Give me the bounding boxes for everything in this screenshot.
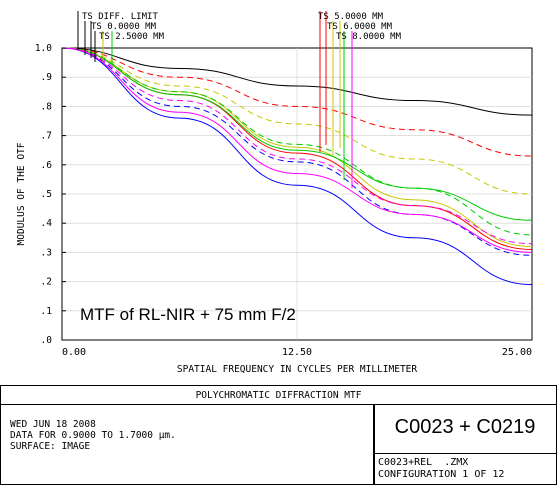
file-name: C0023+REL .ZMX xyxy=(378,457,469,468)
x-tick-labels: 0.00 12.50 25.00 xyxy=(62,347,532,358)
legend-entry: TS DIFF. LIMIT xyxy=(82,12,158,22)
x-tick-label: 12.50 xyxy=(282,347,312,358)
x-axis-label: SPATIAL FREQUENCY IN CYCLES PER MILLIMET… xyxy=(177,364,417,375)
legend-entry: TS 2.5000 MM xyxy=(99,32,165,42)
series-line-7 xyxy=(61,47,533,286)
y-tick-label: .0 xyxy=(41,335,53,346)
legend-markers xyxy=(77,11,353,188)
series-line-0 xyxy=(61,47,533,116)
date-text: WED JUN 18 2008 xyxy=(10,419,96,430)
legend-entry: TS 6.0000 MM xyxy=(327,22,393,32)
y-tick-label: .6 xyxy=(41,160,53,171)
y-tick-label: .9 xyxy=(41,72,53,83)
series-line-3 xyxy=(61,47,533,248)
series-line-2 xyxy=(61,47,533,157)
y-axis-label: MODULUS OF THE OTF xyxy=(16,142,27,245)
chart-annotation: MTF of RL-NIR + 75 mm F/2 xyxy=(80,305,296,324)
y-tick-labels: 1.0 .9 .8 .7 .6 .5 .4 .3 .2 .1 .0 xyxy=(35,43,66,346)
x-tick-label: 25.00 xyxy=(502,347,532,358)
series-line-9 xyxy=(61,47,533,253)
y-tick-label: .8 xyxy=(41,101,53,112)
surface-text: SURFACE: IMAGE xyxy=(10,441,91,452)
series-line-5 xyxy=(61,47,533,221)
y-tick-label: .4 xyxy=(41,218,53,229)
legend-entry: TS 0.0000 MM xyxy=(91,22,157,32)
config-name: C0023 + C0219 xyxy=(394,416,536,438)
y-tick-label: .1 xyxy=(41,306,53,317)
plot-title: POLYCHROMATIC DIFFRACTION MTF xyxy=(195,390,362,401)
series-line-6 xyxy=(61,47,533,236)
y-tick-label: .7 xyxy=(41,131,52,142)
mtf-chart: 1.0 .9 .8 .7 .6 .5 .4 .3 .2 .1 .0 0.00 12.50 25.00 T… xyxy=(16,11,533,375)
y-tick-label: 1.0 xyxy=(35,43,52,54)
legend-entry: TS 8.0000 MM xyxy=(336,32,402,42)
series-line-4 xyxy=(61,47,533,195)
y-tick-label: .2 xyxy=(41,277,52,288)
y-tick-label: .5 xyxy=(41,189,52,200)
configuration-text: CONFIGURATION 1 OF 12 xyxy=(378,469,505,480)
y-tick-label: .3 xyxy=(41,247,52,258)
legend-entry: TS 5.0000 MM xyxy=(318,12,384,22)
series-group xyxy=(61,47,533,286)
series-line-8 xyxy=(61,47,533,256)
x-tick-label: 0.00 xyxy=(62,347,86,358)
data-range-text: DATA FOR 0.9000 TO 1.7000 µm. xyxy=(10,430,176,441)
